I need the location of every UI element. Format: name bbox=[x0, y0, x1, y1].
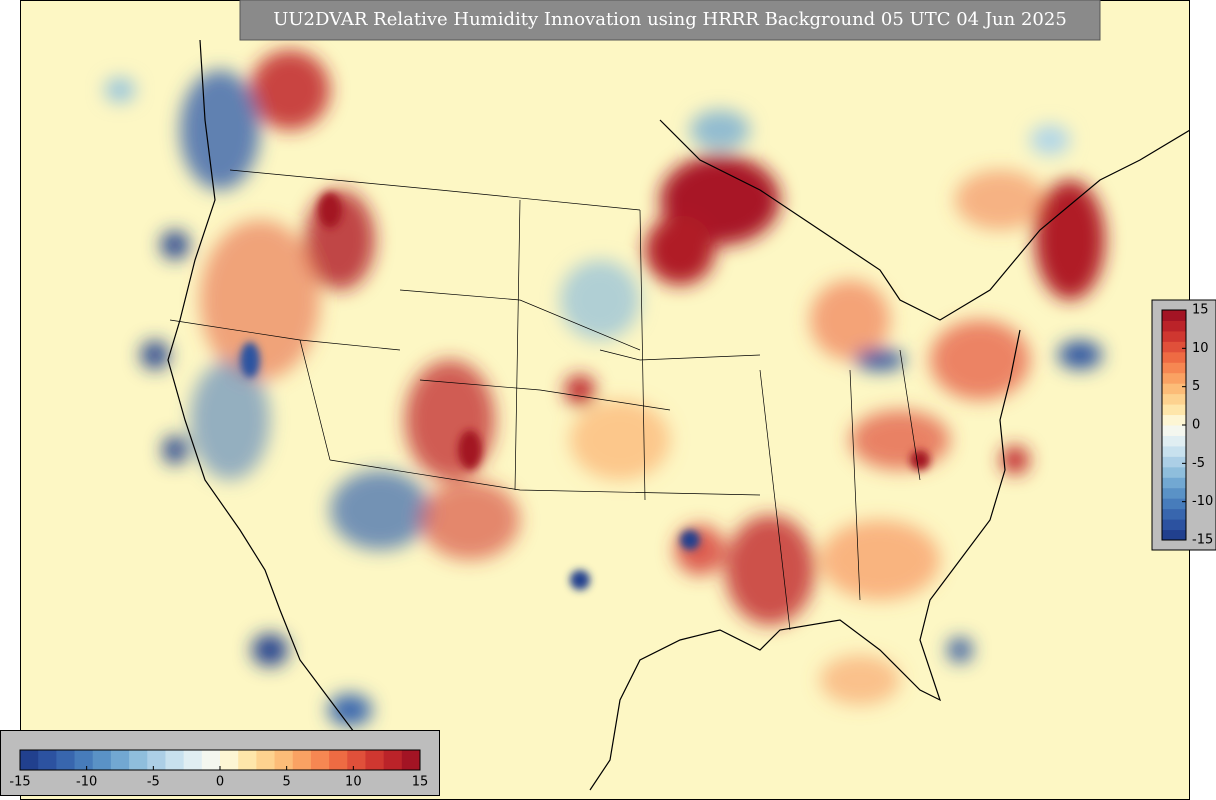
colorbar-swatch bbox=[201, 750, 221, 770]
colorbar-swatch bbox=[329, 750, 348, 770]
colorbar-swatch bbox=[220, 750, 239, 770]
colorbar-swatch bbox=[1162, 456, 1186, 468]
colorbar-swatch bbox=[1162, 372, 1186, 384]
colorbar-tick-label: -10 bbox=[76, 775, 97, 790]
colorbar-tick-label: -5 bbox=[147, 775, 160, 790]
colorbar-swatch bbox=[1162, 529, 1186, 541]
colorbar-swatch bbox=[1162, 477, 1186, 489]
colorbar-tick-label: -5 bbox=[1192, 456, 1205, 471]
colorbar-swatch bbox=[56, 750, 76, 770]
colorbar-swatch bbox=[1162, 330, 1186, 342]
colorbar-swatch bbox=[347, 750, 366, 770]
colorbar-swatch bbox=[256, 750, 276, 770]
colorbar-swatch bbox=[1162, 341, 1186, 353]
colorbar-swatch bbox=[1162, 414, 1186, 426]
colorbar-swatch bbox=[1162, 435, 1186, 447]
colorbar-swatch bbox=[1162, 445, 1186, 457]
colorbars: -15 -10 -5 0 5 10 15 -15 -10 -5 0 5 10 15 bbox=[9, 303, 1213, 790]
colorbar-tick-label: 0 bbox=[1192, 418, 1200, 433]
colorbar-swatch bbox=[274, 750, 294, 770]
colorbar-swatch bbox=[1162, 519, 1186, 531]
colorbar-swatch bbox=[129, 750, 148, 770]
colorbar-swatch bbox=[1162, 404, 1186, 416]
colorbar-tick-label: 10 bbox=[1192, 341, 1209, 356]
state-borders bbox=[169, 169, 921, 631]
innovation-detail bbox=[240, 192, 930, 590]
colorbar-tick-label: -15 bbox=[9, 775, 30, 790]
colorbar-swatch bbox=[1162, 362, 1186, 374]
colorbar-tick-label: 15 bbox=[412, 775, 429, 790]
coastline bbox=[167, 39, 1190, 791]
colorbar-swatch bbox=[401, 750, 421, 770]
colorbar-tick-label: 5 bbox=[283, 775, 291, 790]
colorbar-swatch bbox=[1162, 498, 1186, 510]
colorbar-swatch bbox=[238, 750, 257, 770]
title-box bbox=[239, 0, 1101, 41]
colorbar-swatch bbox=[20, 750, 39, 770]
map-title: UU2DVAR Relative Humidity Innovation usi… bbox=[273, 9, 1067, 30]
colorbar-swatch bbox=[1162, 508, 1186, 520]
colorbar-tick-label: 10 bbox=[345, 775, 362, 790]
colorbar-tick-label: -15 bbox=[1192, 533, 1213, 548]
colorbar-swatch bbox=[1162, 393, 1186, 405]
map bbox=[20, 0, 1190, 800]
colorbar-swatch bbox=[165, 750, 185, 770]
colorbar-swatch bbox=[1162, 320, 1186, 332]
colorbar-swatch bbox=[1162, 487, 1186, 499]
colorbar-swatch bbox=[1162, 351, 1186, 363]
colorbar-tick-label: 15 bbox=[1192, 303, 1209, 318]
colorbar-swatch bbox=[74, 750, 94, 770]
colorbar-swatch bbox=[1162, 383, 1186, 395]
colorbar-swatch bbox=[92, 750, 112, 770]
colorbar-swatch bbox=[1162, 310, 1186, 321]
colorbar-swatch bbox=[365, 750, 385, 770]
colorbar-swatch bbox=[310, 750, 330, 770]
colorbar-tick-label: 5 bbox=[1192, 379, 1200, 394]
colorbar-swatch bbox=[183, 750, 203, 770]
colorbar-swatch bbox=[1162, 425, 1186, 436]
colorbar-tick-label: 0 bbox=[216, 775, 224, 790]
colorbar-swatch bbox=[147, 750, 166, 770]
colorbar-tick-label: -10 bbox=[1192, 494, 1213, 509]
colorbar-swatch bbox=[1162, 466, 1186, 478]
colorbar-swatch bbox=[292, 750, 312, 770]
colorbar-swatch bbox=[383, 750, 403, 770]
colorbar-swatch bbox=[110, 750, 130, 770]
colorbar-swatch bbox=[38, 750, 57, 770]
